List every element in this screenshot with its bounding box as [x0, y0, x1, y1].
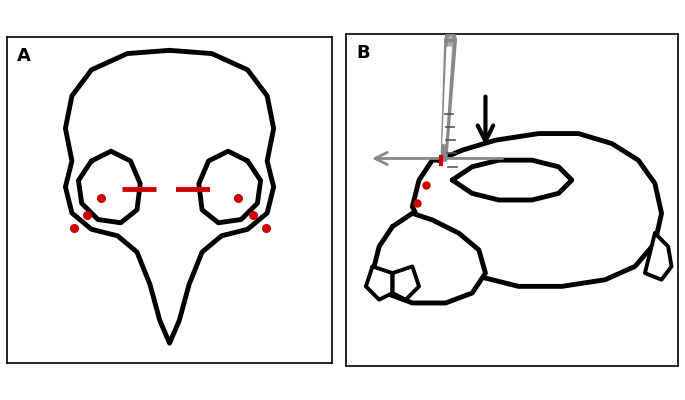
Polygon shape: [412, 134, 662, 286]
Text: B: B: [356, 44, 369, 62]
Polygon shape: [443, 40, 456, 160]
Polygon shape: [65, 50, 273, 343]
Polygon shape: [393, 266, 419, 300]
Polygon shape: [443, 47, 451, 144]
Polygon shape: [373, 213, 486, 303]
Polygon shape: [366, 266, 393, 300]
Polygon shape: [446, 34, 456, 40]
Polygon shape: [78, 151, 140, 223]
Polygon shape: [452, 160, 572, 200]
Polygon shape: [199, 151, 260, 223]
Text: A: A: [16, 47, 31, 65]
Polygon shape: [645, 233, 671, 280]
